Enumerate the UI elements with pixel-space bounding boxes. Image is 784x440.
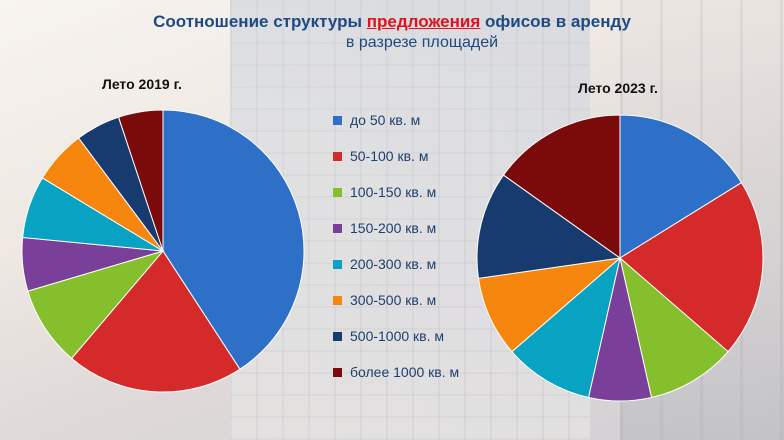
chart-title-part1: Соотношение структуры [153, 12, 367, 31]
legend-label-7: более 1000 кв. м [350, 364, 460, 380]
pie-2023-slice-6 [476, 174, 622, 279]
legend-item-0: до 50 кв. м [333, 112, 483, 148]
legend-label-2: 100-150 кв. м [350, 184, 437, 200]
pie-2023-slice-0 [619, 114, 743, 259]
pie-2023-slice-2 [619, 256, 729, 399]
legend-label-5: 300-500 кв. м [350, 292, 437, 308]
pie-chart-2023 [476, 114, 764, 402]
pie-2019-slice-1 [70, 250, 241, 393]
legend-label-1: 50-100 кв. м [350, 148, 429, 164]
chart-subtitle: в разрезе площадей [345, 34, 499, 51]
legend-item-7: более 1000 кв. м [333, 364, 483, 400]
legend-label-4: 200-300 кв. м [350, 256, 437, 272]
pie-2019-slice-2 [27, 250, 165, 360]
legend-item-6: 500-1000 кв. м [333, 328, 483, 364]
pie-2023-slice-1 [619, 181, 764, 353]
legend-swatch-7 [333, 368, 342, 377]
pie-2023-slice-4 [511, 256, 621, 399]
chart-title: Соотношение структуры предложения офисов… [0, 12, 784, 32]
pie-2023-slice-5 [477, 257, 622, 353]
pie-title-2023: Лето 2023 г. [578, 80, 658, 96]
pie-2023-slice-7 [502, 114, 621, 259]
legend-swatch-1 [333, 152, 342, 161]
legend-item-1: 50-100 кв. м [333, 148, 483, 184]
legend-label-6: 500-1000 кв. м [350, 328, 445, 344]
pie-chart-2019 [21, 109, 305, 393]
legend-item-4: 200-300 кв. м [333, 256, 483, 292]
legend-swatch-5 [333, 296, 342, 305]
legend-item-2: 100-150 кв. м [333, 184, 483, 220]
chart-title-highlight: предложения [366, 12, 481, 31]
legend-swatch-4 [333, 260, 342, 269]
legend-item-3: 150-200 кв. м [333, 220, 483, 256]
legend-item-5: 300-500 кв. м [333, 292, 483, 328]
legend-swatch-0 [333, 116, 342, 125]
legend-swatch-2 [333, 188, 342, 197]
pie-2019-slice-7 [117, 109, 164, 252]
legend-swatch-6 [333, 332, 342, 341]
legend-label-0: до 50 кв. м [350, 112, 421, 128]
pie-title-2019: Лето 2019 г. [102, 76, 182, 92]
legend: до 50 кв. м 50-100 кв. м 100-150 кв. м 1… [333, 112, 483, 400]
chart-title-part2: офисов в аренду [480, 12, 631, 31]
legend-swatch-3 [333, 224, 342, 233]
legend-label-3: 150-200 кв. м [350, 220, 437, 236]
